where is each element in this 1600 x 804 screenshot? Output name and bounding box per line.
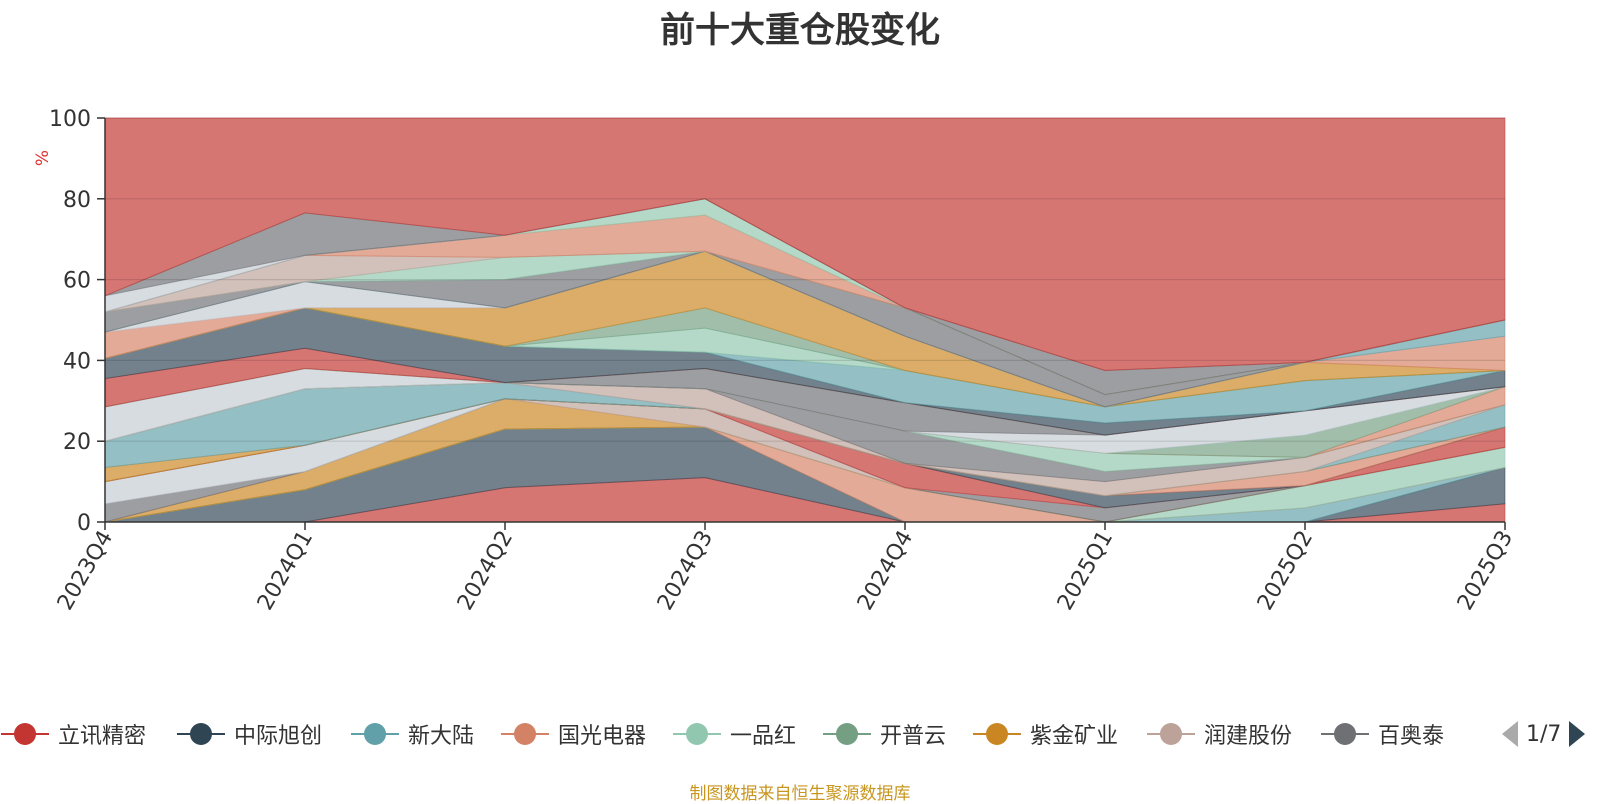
circle-line-icon — [1321, 723, 1369, 745]
grid-lines — [105, 117, 1505, 442]
circle-line-icon — [973, 723, 1021, 745]
legend-item-8[interactable]: 百奥泰 — [1320, 714, 1444, 754]
legend-item-2[interactable]: 新大陆 — [350, 714, 474, 754]
legend-label-6: 紫金矿业 — [1030, 724, 1119, 749]
triangle-right-icon[interactable] — [1567, 719, 1587, 749]
legend-label-3: 国光电器 — [558, 724, 647, 749]
legend-item-6[interactable]: 紫金矿业 — [972, 714, 1118, 754]
legend-item-1[interactable]: 中际旭创 — [176, 714, 322, 754]
legend-label-2: 新大陆 — [408, 724, 475, 749]
legend-pager: 1/7 — [1500, 714, 1587, 754]
legend-label-7: 润建股份 — [1204, 724, 1293, 749]
y-axis-label: % — [33, 150, 53, 166]
y-tick-label-2: 40 — [63, 349, 91, 374]
y-tick-label-5: 100 — [49, 107, 91, 132]
y-tick-label-4: 80 — [63, 188, 91, 213]
chart-title: 前十大重仓股变化 — [659, 11, 940, 51]
y-tick-label-3: 60 — [63, 269, 91, 294]
legend-label-0: 立讯精密 — [58, 724, 147, 749]
x-tick-label-3: 2024Q3 — [653, 527, 718, 615]
legend-item-3[interactable]: 国光电器 — [500, 714, 646, 754]
circle-line-icon — [501, 723, 549, 745]
stacked-areas — [104, 117, 1506, 523]
legend: 立讯精密 中际旭创 新大陆 国光电器 一品红 开普云 紫金矿业 润建股份 百奥泰 — [0, 714, 1600, 754]
legend-label-5: 开普云 — [880, 724, 947, 749]
circle-line-icon — [673, 723, 721, 745]
x-tick-label-5: 2025Q1 — [1053, 527, 1118, 615]
legend-item-5[interactable]: 开普云 — [822, 714, 946, 754]
legend-label-1: 中际旭创 — [234, 724, 323, 749]
legend-page-indicator: 1/7 — [1526, 721, 1562, 747]
legend-label-8: 百奥泰 — [1378, 724, 1445, 749]
x-tick-label-0: 2023Q4 — [53, 527, 118, 615]
legend-item-7[interactable]: 润建股份 — [1146, 714, 1292, 754]
source-note: 制图数据来自恒生聚源数据库 — [689, 784, 911, 804]
x-tick-label-1: 2024Q1 — [253, 527, 318, 615]
y-tick-label-0: 0 — [77, 511, 91, 536]
area-series-40[interactable] — [104, 117, 1506, 372]
y-tick-label-1: 20 — [63, 430, 91, 455]
circle-line-icon — [177, 723, 225, 745]
triangle-left-icon[interactable] — [1500, 719, 1520, 749]
legend-label-4: 一品红 — [730, 724, 797, 749]
x-tick-label-2: 2024Q2 — [453, 527, 518, 615]
legend-item-0[interactable]: 立讯精密 — [0, 714, 146, 754]
legend-item-4[interactable]: 一品红 — [672, 714, 796, 754]
circle-line-icon — [351, 723, 399, 745]
circle-line-icon — [823, 723, 871, 745]
x-tick-label-4: 2024Q4 — [853, 527, 918, 615]
x-tick-label-6: 2025Q2 — [1253, 527, 1318, 615]
circle-line-icon — [1147, 723, 1195, 745]
x-tick-label-7: 2025Q3 — [1453, 527, 1518, 615]
circle-line-icon — [1, 723, 49, 745]
